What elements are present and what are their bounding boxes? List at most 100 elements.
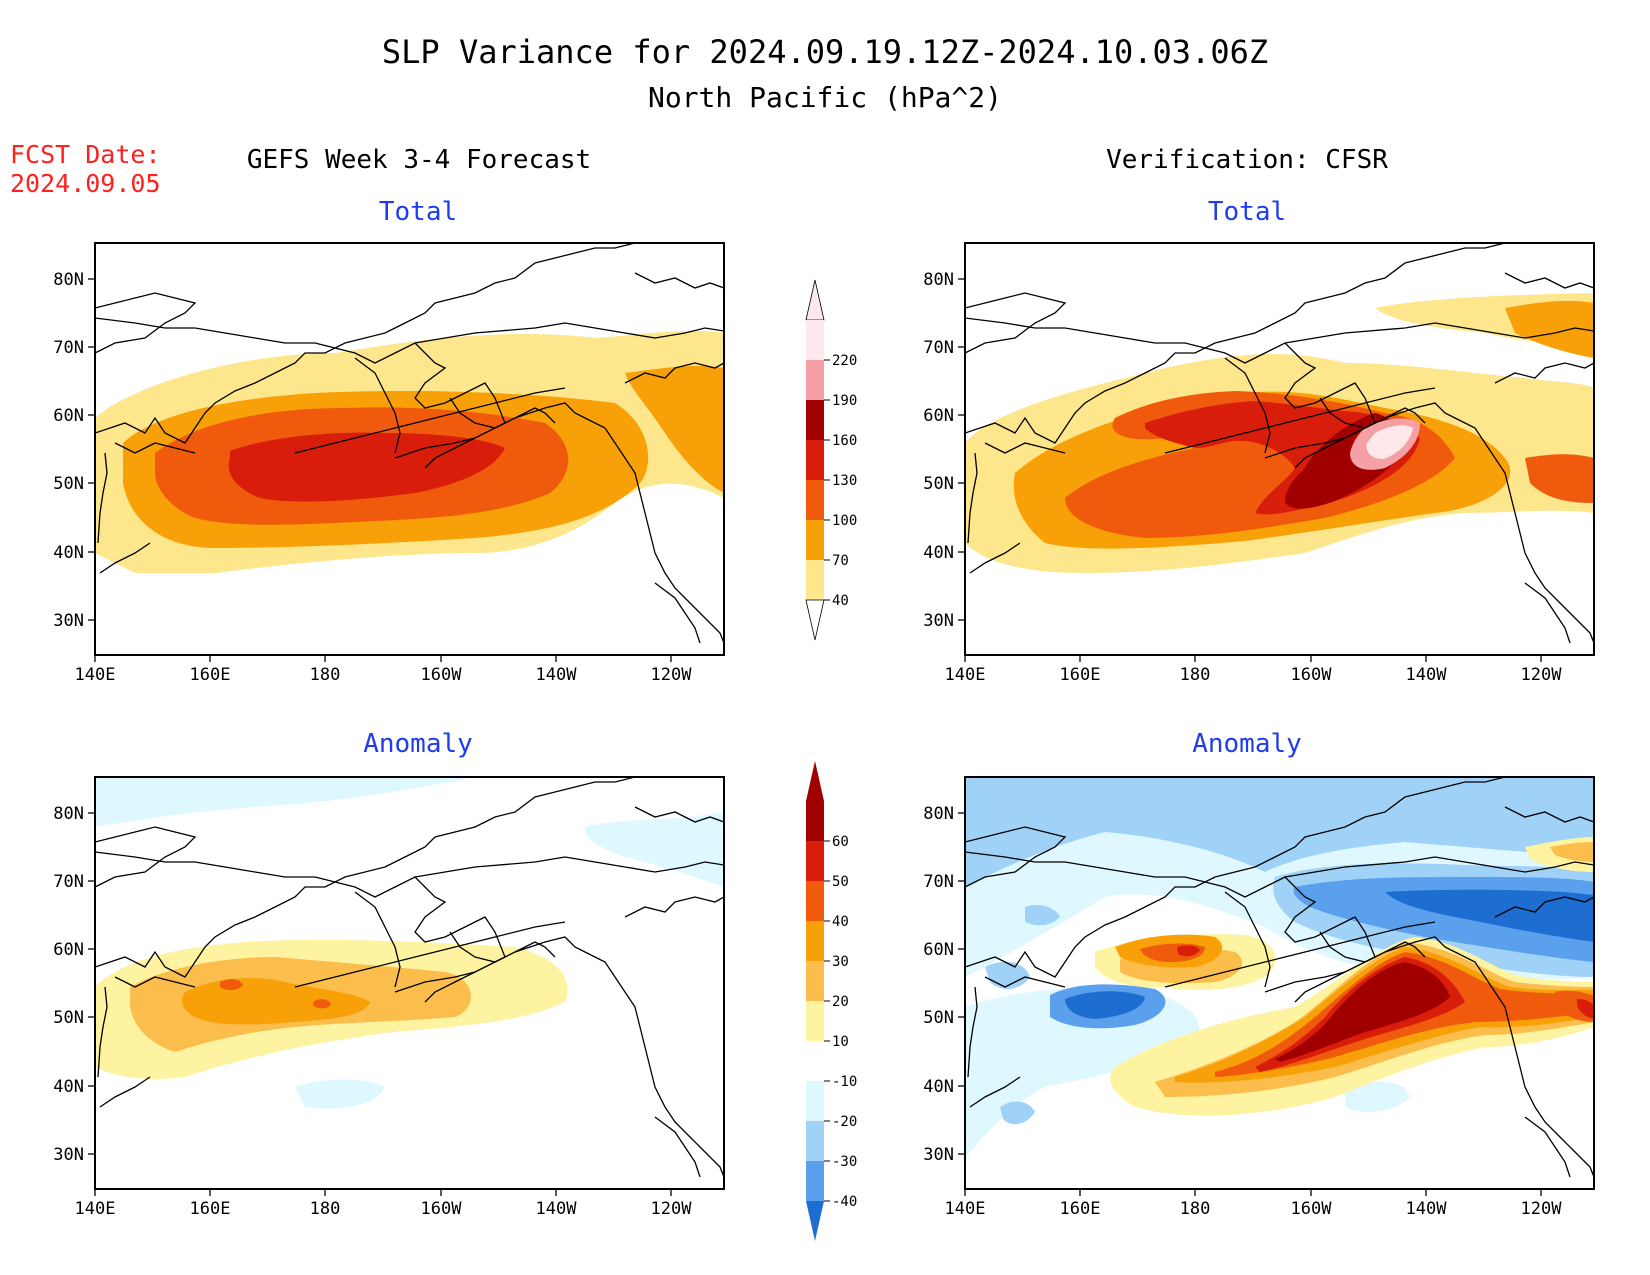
colorbar-segment	[806, 360, 824, 400]
colorbar-segment	[806, 400, 824, 440]
lat-tick-label: 40N	[923, 1077, 954, 1097]
colorbar-label: 10	[832, 1034, 849, 1050]
lat-tick-label: 80N	[53, 804, 84, 824]
colorbar-label: 50	[832, 874, 849, 890]
colorbar-segment	[806, 520, 824, 560]
column-title-forecast: GEFS Week 3-4 Forecast	[247, 145, 591, 175]
lon-tick-label: 140E	[945, 1199, 986, 1219]
colorbar-label: 60	[832, 834, 849, 850]
colorbar-label: -30	[832, 1154, 857, 1170]
panel-title-verification-anomaly: Anomaly	[1192, 729, 1302, 759]
lat-tick-label: 80N	[923, 804, 954, 824]
lon-tick-label: 180	[1180, 665, 1211, 685]
colorbar-top-cap	[806, 761, 824, 801]
lon-tick-label: 160W	[421, 1199, 463, 1219]
fcst-date-label: FCST Date:	[10, 140, 161, 169]
lon-tick-label: 140E	[945, 665, 986, 685]
lat-tick-label: 40N	[53, 543, 84, 563]
colorbar-segment	[806, 480, 824, 520]
lon-tick-label: 140W	[1406, 665, 1448, 685]
lon-tick-label: 120W	[651, 1199, 693, 1219]
colorbar-label: 40	[832, 914, 849, 930]
lat-tick-label: 40N	[923, 543, 954, 563]
column-title-verification: Verification: CFSR	[1106, 145, 1388, 175]
colorbar-label: 20	[832, 994, 849, 1010]
colorbar-top-cap	[805, 279, 825, 321]
lon-tick-label: 180	[310, 1199, 341, 1219]
colorbar-label: 220	[832, 353, 857, 369]
lon-tick-label: 120W	[651, 665, 693, 685]
colorbar-segment	[806, 1121, 824, 1161]
lat-tick-label: 40N	[53, 1077, 84, 1097]
lat-tick-label: 30N	[53, 1145, 84, 1165]
map-panel-forecast-anomaly: 80N 70N 60N 50N 40N 30N 140E 160E 180 160W 140W 12…	[53, 776, 725, 1219]
colorbar-segment	[806, 440, 824, 480]
lon-tick-label: 160E	[1060, 665, 1101, 685]
lat-tick-label: 50N	[53, 474, 84, 494]
lat-tick-label: 70N	[53, 872, 84, 892]
colorbar-label: -40	[832, 1194, 857, 1210]
colorbar-label: -20	[832, 1114, 857, 1130]
colorbar-label: 190	[832, 393, 857, 409]
colorbar-anomaly: 60 50 40 30 20 10 -10 -20 -30 -40	[806, 761, 857, 1241]
lat-tick-label: 50N	[923, 474, 954, 494]
colorbar-label: 40	[832, 593, 849, 609]
lat-tick-label: 50N	[53, 1008, 84, 1028]
lat-tick-label: 60N	[923, 940, 954, 960]
colorbar-bottom-cap	[805, 599, 825, 641]
lat-tick-label: 60N	[53, 406, 84, 426]
colorbar-segment	[806, 881, 824, 921]
lon-tick-label: 140W	[536, 665, 578, 685]
colorbar-label: 30	[832, 954, 849, 970]
figure-title-line2: North Pacific (hPa^2)	[648, 81, 1002, 114]
lon-tick-label: 140W	[536, 1199, 578, 1219]
figure-title-line1: SLP Variance for 2024.09.19.12Z-2024.10.…	[382, 33, 1268, 71]
fcst-date-value: 2024.09.05	[10, 169, 161, 198]
colorbar-segment	[806, 1041, 824, 1081]
lat-tick-label: 70N	[923, 338, 954, 358]
lat-tick-label: 30N	[53, 611, 84, 631]
colorbar-bottom-cap	[806, 1201, 824, 1241]
lat-tick-label: 30N	[923, 611, 954, 631]
colorbar-label: -10	[832, 1074, 857, 1090]
colorbar-label: 100	[832, 513, 857, 529]
lon-tick-label: 160W	[1291, 665, 1333, 685]
colorbar-label: 130	[832, 473, 857, 489]
panel-title-verification-total: Total	[1208, 197, 1286, 227]
lat-tick-label: 70N	[923, 872, 954, 892]
colorbar-segment	[806, 921, 824, 961]
lat-tick-label: 30N	[923, 1145, 954, 1165]
colorbar-segment	[806, 841, 824, 881]
lon-tick-label: 160E	[1060, 1199, 1101, 1219]
lon-tick-label: 160W	[421, 665, 463, 685]
colorbar-segment	[806, 560, 824, 600]
map-panel-verification-total: 80N 70N 60N 50N 40N 30N 140E 160E 180 160W 140W 12…	[923, 242, 1595, 685]
lon-tick-label: 160E	[190, 1199, 231, 1219]
lon-tick-label: 120W	[1521, 665, 1563, 685]
colorbar-segment	[806, 961, 824, 1001]
lon-tick-label: 120W	[1521, 1199, 1563, 1219]
lon-tick-label: 180	[310, 665, 341, 685]
colorbar-segment	[806, 801, 824, 841]
lat-tick-label: 60N	[53, 940, 84, 960]
lon-tick-label: 180	[1180, 1199, 1211, 1219]
panel-title-forecast-total: Total	[379, 197, 457, 227]
lon-tick-label: 140E	[75, 665, 116, 685]
lon-tick-label: 160E	[190, 665, 231, 685]
lat-tick-label: 50N	[923, 1008, 954, 1028]
lat-tick-label: 60N	[923, 406, 954, 426]
colorbar-label: 70	[832, 553, 849, 569]
colorbar-segment	[806, 1001, 824, 1041]
colorbar-label: 160	[832, 433, 857, 449]
lon-tick-label: 160W	[1291, 1199, 1333, 1219]
map-panel-forecast-total: 80N 70N 60N 50N 40N 30N 140E 160E 180 160W 140W 12…	[53, 242, 725, 685]
lon-tick-label: 140W	[1406, 1199, 1448, 1219]
lat-tick-label: 80N	[53, 270, 84, 290]
colorbar-total: 220 190 160 130 100 70 40	[805, 279, 857, 641]
colorbar-segment	[806, 320, 824, 360]
panel-title-forecast-anomaly: Anomaly	[363, 729, 473, 759]
lon-tick-label: 140E	[75, 1199, 116, 1219]
map-panel-verification-anomaly: 80N 70N 60N 50N 40N 30N 140E 160E 180 160W 140W 12…	[923, 776, 1595, 1219]
colorbar-segment	[806, 1081, 824, 1121]
